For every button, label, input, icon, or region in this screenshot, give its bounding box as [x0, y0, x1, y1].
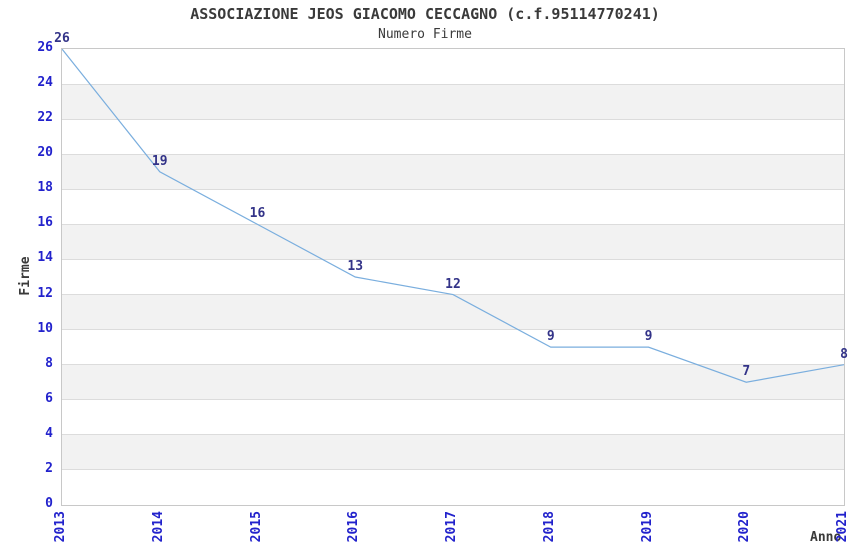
- y-tick-label: 0: [45, 496, 53, 511]
- x-tick-label: 2018: [541, 511, 557, 543]
- y-tick-label: 6: [45, 390, 53, 406]
- y-tick-label: 4: [45, 425, 53, 441]
- plot-band: [62, 224, 844, 260]
- data-label: 16: [249, 206, 266, 222]
- gridline: [62, 364, 844, 366]
- gridline: [62, 399, 844, 401]
- y-tick-label: 10: [37, 320, 53, 336]
- data-label: 12: [445, 276, 461, 292]
- gridline: [62, 329, 844, 331]
- chart-subtitle: Numero Firme: [378, 27, 472, 42]
- plot-band: [62, 434, 844, 470]
- x-tick-label: 2016: [346, 511, 362, 543]
- data-label: 26: [54, 31, 70, 46]
- x-tick-label: 2017: [443, 511, 459, 543]
- y-tick-label: 26: [37, 40, 53, 55]
- plot-band: [62, 154, 844, 190]
- x-tick-label: 2014: [150, 511, 166, 543]
- data-label: 9: [644, 329, 653, 345]
- y-tick-label: 24: [37, 75, 53, 91]
- chart-title: ASSOCIAZIONE JEOS GIACOMO CECCAGNO (c.f.…: [190, 5, 660, 23]
- series-line: [62, 49, 844, 383]
- gridline: [62, 223, 844, 225]
- y-tick-label: 22: [37, 110, 53, 126]
- data-label: 9: [546, 329, 555, 345]
- y-tick-label: 20: [37, 145, 53, 161]
- gridline: [62, 258, 844, 260]
- gridline: [62, 83, 844, 85]
- x-tick-label: 2019: [639, 511, 655, 543]
- gridline: [62, 469, 844, 471]
- y-tick-label: 18: [37, 180, 53, 196]
- y-tick-label: 2: [45, 460, 53, 476]
- plot-band: [62, 294, 844, 330]
- line-series: [62, 49, 844, 383]
- plot-area: [61, 48, 845, 506]
- x-tick-label: 2021: [834, 511, 850, 543]
- data-label: 7: [742, 364, 751, 380]
- x-axis-title: Anno: [810, 530, 842, 545]
- x-tick-label: 2015: [248, 511, 264, 543]
- gridline: [62, 118, 844, 120]
- plot-band: [62, 84, 844, 120]
- y-tick-label: 8: [45, 355, 53, 371]
- data-label: 13: [347, 259, 364, 274]
- x-tick-label: 2013: [52, 511, 68, 543]
- gridline: [62, 188, 844, 190]
- data-label: 19: [151, 153, 168, 169]
- data-label: 8: [840, 346, 848, 362]
- y-tick-label: 12: [37, 285, 53, 301]
- gridline: [62, 153, 844, 155]
- y-tick-label: 16: [37, 215, 53, 231]
- y-tick-label: 14: [37, 250, 53, 266]
- gridline: [62, 434, 844, 436]
- x-tick-label: 2020: [737, 511, 753, 543]
